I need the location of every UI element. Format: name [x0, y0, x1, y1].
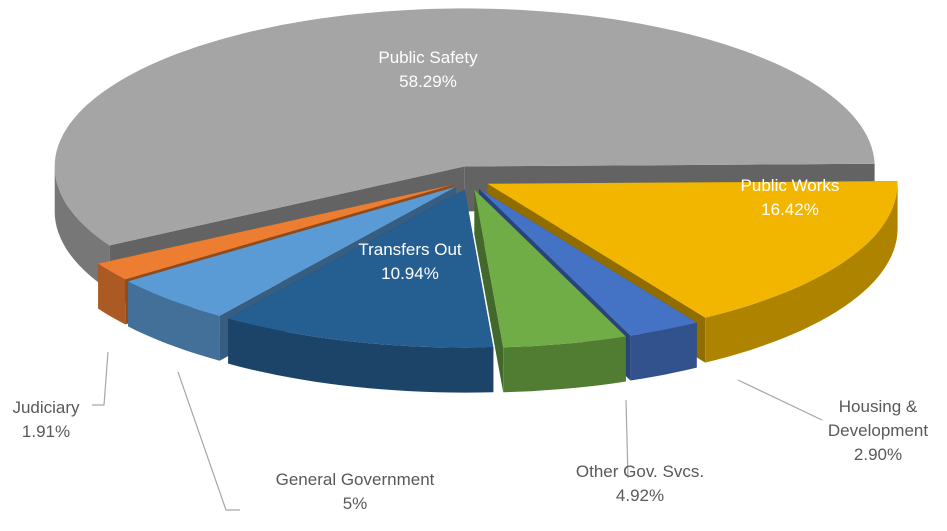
- slice: [98, 184, 454, 280]
- slice-side: [98, 263, 126, 325]
- data-label: Public Safety 58.29%: [328, 46, 528, 94]
- slice: [128, 186, 457, 316]
- data-label: Housing & Development 2.90%: [808, 395, 947, 467]
- value-label: 10.94%: [381, 264, 439, 283]
- value-label: 2.90%: [853, 445, 903, 464]
- category-label: General Government: [275, 470, 435, 489]
- leader-line: [177, 371, 240, 511]
- data-label: Other Gov. Svcs. 4.92%: [540, 460, 740, 508]
- slice-side: [54, 166, 110, 291]
- slice-side: [128, 281, 220, 361]
- leader-line: [737, 379, 823, 421]
- category-label: Public Works: [740, 176, 840, 195]
- leader-line: [625, 399, 629, 479]
- slice: [487, 181, 898, 318]
- slice-wall: [474, 189, 504, 393]
- value-label: 4.92%: [615, 486, 665, 505]
- slice: [474, 189, 626, 348]
- category-label: Judiciary: [12, 398, 80, 417]
- category-label: Transfers Out: [358, 240, 462, 259]
- leader-lines: [92, 351, 823, 511]
- slices: [54, 8, 898, 393]
- category-label: Public Safety: [378, 48, 478, 67]
- slice-side: [228, 318, 494, 393]
- value-label: 5%: [342, 494, 368, 513]
- slice: [228, 189, 494, 348]
- data-label: Judiciary 1.91%: [0, 396, 96, 444]
- category-label: Other Gov. Svcs.: [575, 462, 705, 481]
- value-label: 16.42%: [761, 200, 819, 219]
- data-label: Transfers Out 10.94%: [310, 238, 510, 286]
- data-label: General Government 5%: [235, 468, 475, 516]
- slice-side: [503, 336, 626, 393]
- data-label: Public Works 16.42%: [690, 174, 890, 222]
- value-label: 1.91%: [21, 422, 71, 441]
- slice-side: [705, 183, 898, 363]
- value-label: 58.29%: [399, 72, 457, 91]
- slice: [479, 188, 697, 336]
- slice: [54, 8, 875, 246]
- category-label: Housing & Development: [827, 397, 929, 440]
- leader-line: [92, 351, 109, 406]
- slice-side: [630, 322, 697, 381]
